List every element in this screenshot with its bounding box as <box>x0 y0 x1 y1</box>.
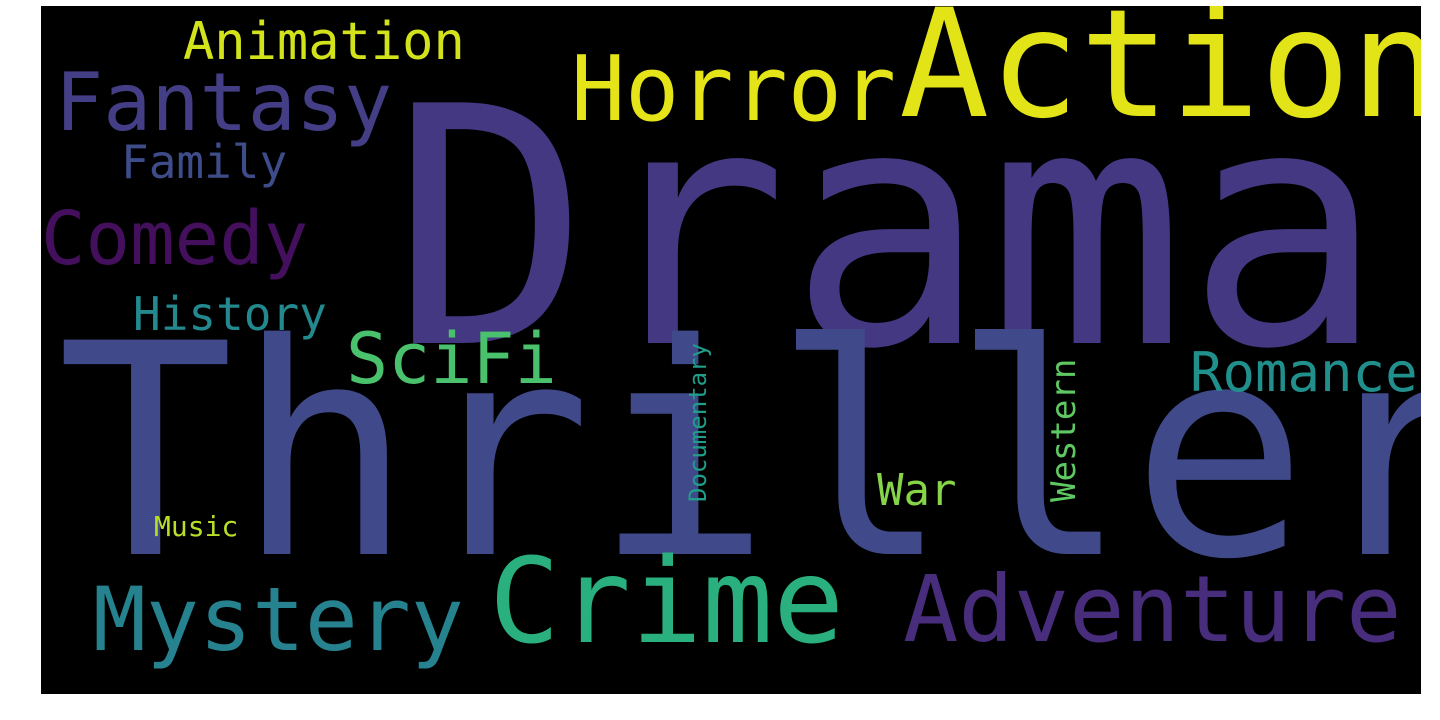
word-documentary: Documentary <box>684 343 712 502</box>
word-fantasy: Fantasy <box>55 56 393 149</box>
word-history: History <box>133 287 327 341</box>
word-war: War <box>877 465 957 516</box>
word-music: Music <box>154 510 239 543</box>
word-adventure: Adventure <box>903 556 1402 663</box>
word-cloud-canvas: Drama Thriller Action Horror Crime Adven… <box>41 6 1421 694</box>
word-drama: Drama <box>391 37 1385 421</box>
word-mystery: Mystery <box>93 568 464 671</box>
word-western: Western <box>1044 358 1084 502</box>
word-romance: Romance <box>1190 341 1418 404</box>
word-family: Family <box>121 135 288 189</box>
word-horror: Horror <box>571 37 897 142</box>
word-crime: Crime <box>489 532 845 670</box>
word-action: Action <box>899 6 1421 152</box>
word-animation: Animation <box>183 12 465 72</box>
word-thriller: Thriller <box>57 282 1421 624</box>
word-comedy: Comedy <box>41 196 309 282</box>
word-scifi: SciFi <box>346 318 557 400</box>
